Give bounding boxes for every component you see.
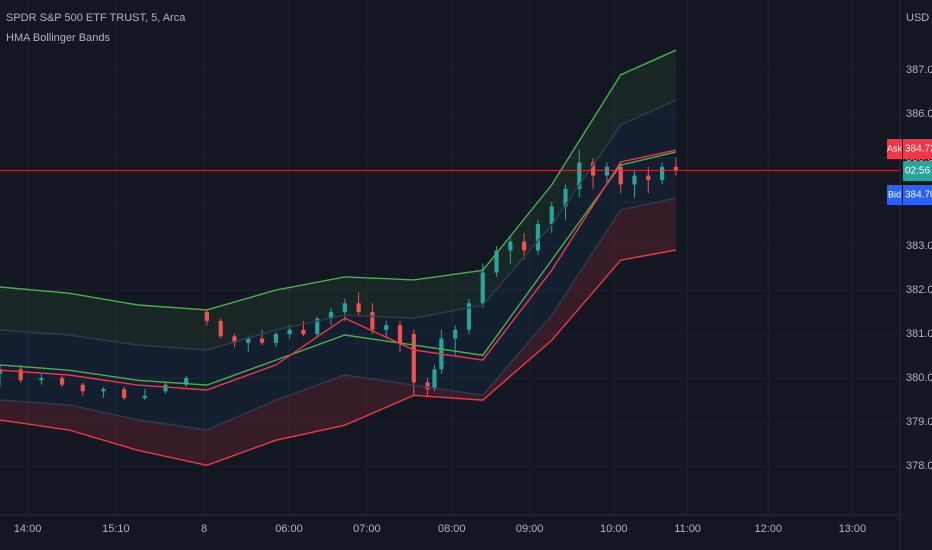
- candle-body: [522, 241, 527, 251]
- candle-body: [591, 162, 596, 176]
- candle-body: [604, 166, 609, 176]
- axes: 378.00 379.00 380.00 381.00 382.00 383.00 384.…: [14, 64, 932, 535]
- candle-body: [315, 318, 320, 335]
- candle-body: [659, 166, 665, 181]
- candle-body: [39, 378, 44, 381]
- candle-body: [453, 329, 458, 339]
- tag-label-box: [887, 139, 902, 159]
- candle-body: [425, 382, 430, 390]
- candle-body: [535, 224, 541, 251]
- candle-body: [163, 384, 168, 392]
- candle-body: [432, 369, 437, 390]
- candle-body: [287, 329, 292, 335]
- candle-body: [508, 241, 513, 251]
- tag-value-box: [903, 139, 932, 159]
- candle-body: [273, 334, 278, 343]
- candle-body: [259, 338, 265, 343]
- x-tick-label: 12:00: [755, 523, 783, 535]
- candle-body: [142, 395, 147, 398]
- band-line: [0, 99, 677, 351]
- band-line: [0, 197, 677, 431]
- candle-body: [397, 325, 403, 343]
- plot-area: [0, 49, 900, 467]
- band-fill: [0, 198, 676, 466]
- x-tick-label: 8: [201, 523, 207, 535]
- candle-body: [563, 188, 568, 207]
- candle-body: [384, 325, 389, 330]
- y-tick-label: 379.00: [906, 416, 932, 428]
- x-tick-label: 14:00: [14, 523, 42, 535]
- x-tick-label: 07:00: [353, 523, 381, 535]
- candle-body: [204, 312, 209, 321]
- y-tick-label: 378.00: [906, 460, 932, 472]
- candle-body: [618, 166, 623, 185]
- y-tick-label: 386.00: [906, 108, 932, 120]
- tag-value: 384.70: [905, 190, 932, 201]
- tag-value-box: [903, 185, 932, 205]
- tag-value: 384.72: [905, 144, 932, 155]
- y-tick-label: 382.00: [906, 284, 932, 296]
- candle-body: [342, 303, 347, 313]
- y-tick-label: 383.00: [906, 240, 932, 252]
- currency: USD: [906, 12, 929, 24]
- candle-body: [577, 162, 582, 189]
- candle-body: [466, 303, 472, 330]
- band-line: [0, 49, 677, 311]
- x-tick-label: 08:00: [438, 523, 466, 535]
- grid: [0, 0, 900, 515]
- y-tick-label: 381.00: [906, 328, 932, 340]
- candle-body: [411, 334, 416, 383]
- candle-body: [101, 389, 106, 392]
- candle-body: [301, 329, 306, 335]
- candle-body: [122, 389, 127, 398]
- candle-body: [632, 175, 637, 185]
- candle-body: [646, 175, 651, 181]
- x-tick-label: 09:00: [516, 523, 544, 535]
- candle-body: [232, 336, 237, 343]
- candle-body: [356, 303, 361, 313]
- indicator-name: HMA Bollinger Bands: [6, 32, 110, 44]
- tag-value: 02:56: [905, 166, 930, 177]
- candle-body: [673, 166, 678, 171]
- candle-body: [59, 378, 65, 385]
- candle-body: [549, 206, 554, 225]
- tag-label-box: [887, 185, 902, 205]
- candle-body: [480, 272, 485, 304]
- x-tick-label: 15:10: [102, 523, 130, 535]
- candle-body: [246, 338, 251, 343]
- candle-body: [80, 384, 85, 392]
- x-tick-label: 13:00: [839, 523, 867, 535]
- y-tick-label: 387.00: [906, 64, 932, 76]
- band-fill: [0, 50, 676, 350]
- band-line: [0, 149, 677, 391]
- candle-body: [494, 250, 499, 273]
- x-tick-label: 11:00: [674, 523, 701, 535]
- band-line: [0, 249, 677, 467]
- x-tick-label: 10:00: [600, 523, 628, 535]
- x-tick-label: 06:00: [275, 523, 303, 535]
- candle-body: [218, 320, 223, 337]
- candle-body: [0, 369, 3, 374]
- chart-title: SPDR S&P 500 ETF TRUST, 5, Arca: [6, 12, 186, 24]
- candle-body: [328, 312, 334, 319]
- tag-label: Ask: [887, 143, 903, 153]
- candle-body: [370, 312, 375, 330]
- tag-label: Bid: [888, 189, 901, 199]
- band-line: [0, 151, 677, 386]
- candle-body: [184, 378, 189, 385]
- tag-value-box: [903, 161, 932, 181]
- y-tick-label: 380.00: [906, 372, 932, 384]
- candle-body: [18, 369, 23, 381]
